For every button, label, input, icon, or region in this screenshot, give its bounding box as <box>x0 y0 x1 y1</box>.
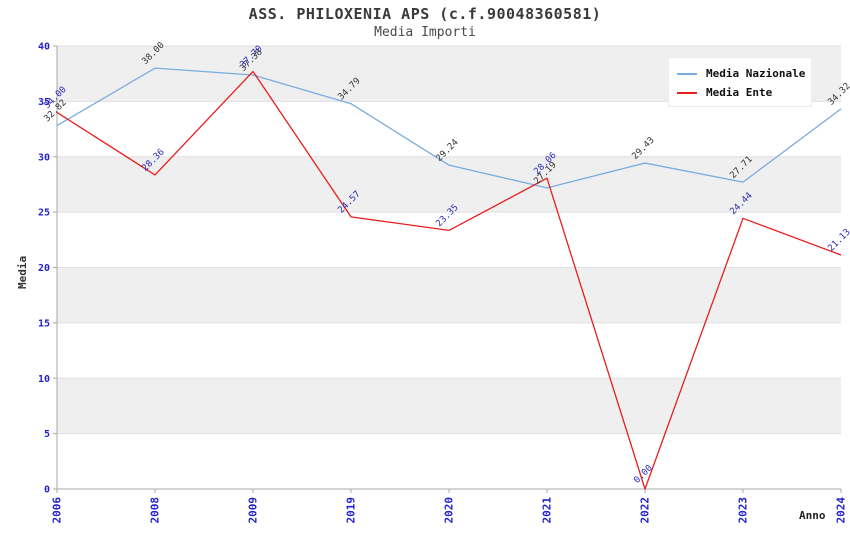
svg-text:20: 20 <box>38 263 50 274</box>
chart-subtitle: Media Importi <box>374 25 476 40</box>
svg-text:2009: 2009 <box>247 497 260 524</box>
svg-text:40: 40 <box>38 42 50 53</box>
svg-text:2019: 2019 <box>345 497 358 524</box>
legend-label: Media Nazionale <box>706 67 806 80</box>
svg-text:2022: 2022 <box>639 497 652 524</box>
svg-text:21.13: 21.13 <box>826 227 850 253</box>
svg-text:25: 25 <box>38 208 50 219</box>
gridlines <box>57 45 841 435</box>
plot-bands <box>57 46 841 434</box>
svg-text:2020: 2020 <box>443 497 456 524</box>
legend-box: Media Nazionale Media Ente <box>668 57 812 107</box>
series-media-nazionale <box>56 67 842 189</box>
series-media-ente <box>56 70 842 490</box>
y-axis-title: Media <box>16 255 29 289</box>
svg-text:2008: 2008 <box>149 497 162 524</box>
legend-item-media-ente: Media Ente <box>669 83 811 102</box>
blue-line-swatch-icon <box>677 72 697 75</box>
axes <box>53 45 842 493</box>
svg-text:0: 0 <box>44 485 50 496</box>
svg-text:35: 35 <box>38 97 50 108</box>
svg-text:30: 30 <box>38 152 50 163</box>
chart-title: ASS. PHILOXENIA APS (c.f.90048360581) <box>248 5 602 23</box>
svg-text:2023: 2023 <box>737 497 750 524</box>
svg-text:2006: 2006 <box>51 497 64 524</box>
svg-text:5: 5 <box>44 429 50 440</box>
red-line-swatch-icon <box>677 91 697 94</box>
y-tick-labels: 0 5 10 15 20 25 30 35 40 <box>38 42 50 496</box>
x-axis-title: Anno <box>799 509 826 522</box>
legend-label: Media Ente <box>706 86 773 99</box>
x-tick-labels: 2006 2008 2009 2019 2020 2021 2022 2023 2024 <box>51 497 848 524</box>
svg-text:2021: 2021 <box>541 497 554 524</box>
legend-item-media-nazionale: Media Nazionale <box>669 64 811 83</box>
svg-text:10: 10 <box>38 374 50 385</box>
svg-text:15: 15 <box>38 318 50 329</box>
svg-text:2024: 2024 <box>835 497 848 524</box>
